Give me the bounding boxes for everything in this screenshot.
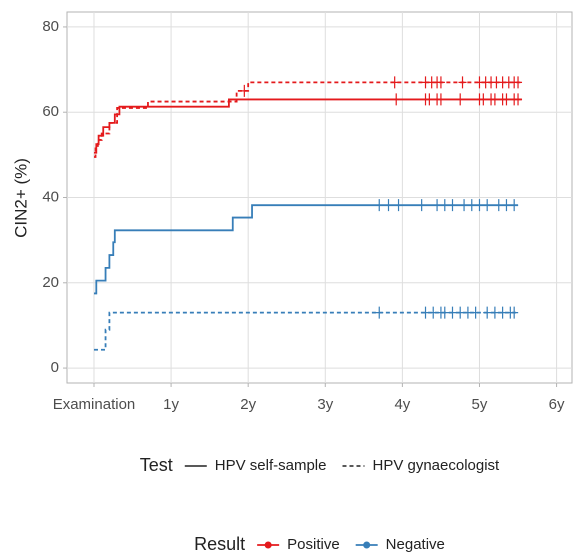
censor-mark [392, 93, 401, 106]
x-tick-label: 5y [472, 396, 488, 413]
legend-key [363, 541, 371, 549]
censor-mark [471, 306, 480, 319]
step-line [93, 311, 519, 351]
legend-title: Result [194, 534, 245, 554]
legend-key [264, 541, 272, 549]
legend-label: Positive [287, 536, 340, 553]
x-tick-label: 4y [394, 396, 410, 413]
censor-mark [390, 76, 399, 89]
censor-mark [448, 199, 457, 212]
censor-mark [384, 199, 393, 212]
censor-mark [429, 306, 438, 319]
censor-mark [440, 199, 449, 212]
censor-mark [490, 93, 499, 106]
legend-label: HPV gynaecologist [372, 457, 500, 474]
x-tick-label: Examination [53, 396, 136, 413]
step-line [93, 204, 519, 295]
censor-mark [460, 199, 469, 212]
censor-mark [475, 199, 484, 212]
censor-mark [448, 306, 457, 319]
censor-mark [483, 199, 492, 212]
y-axis-title: CIN2+ (%) [11, 158, 30, 238]
censor-mark [510, 199, 519, 212]
legend-title: Test [140, 455, 173, 475]
censor-mark [483, 306, 492, 319]
y-tick-label: 40 [42, 188, 59, 205]
censor-mark [456, 306, 465, 319]
censor-mark [490, 306, 499, 319]
censor-mark [502, 199, 511, 212]
x-tick-label: 2y [240, 396, 256, 413]
censor-mark [436, 76, 445, 89]
censor-mark [425, 93, 434, 106]
y-tick-label: 20 [42, 274, 59, 291]
legend-label: HPV self-sample [215, 457, 327, 474]
censor-mark [375, 306, 384, 319]
censor-mark [456, 93, 465, 106]
censor-mark [463, 306, 472, 319]
censor-mark [467, 199, 476, 212]
x-tick-label: 3y [317, 396, 333, 413]
censor-mark [510, 306, 519, 319]
y-tick-label: 80 [42, 18, 59, 35]
x-tick-label: 1y [163, 396, 179, 413]
censor-mark [514, 93, 523, 106]
censor-mark [479, 93, 488, 106]
y-tick-label: 60 [42, 103, 59, 120]
censor-mark [436, 93, 445, 106]
y-tick-label: 0 [51, 359, 59, 376]
censor-mark [494, 199, 503, 212]
censor-mark [240, 84, 249, 97]
x-tick-label: 6y [549, 396, 565, 413]
censor-mark [375, 199, 384, 212]
censor-mark [514, 76, 523, 89]
censor-mark [417, 199, 426, 212]
censor-mark [502, 93, 511, 106]
censor-mark [458, 76, 467, 89]
censor-mark [440, 306, 449, 319]
step-line [93, 81, 522, 158]
censor-mark [433, 199, 442, 212]
legend-label: Negative [386, 536, 445, 553]
censor-mark [421, 306, 430, 319]
censor-mark [394, 199, 403, 212]
censor-mark [498, 306, 507, 319]
